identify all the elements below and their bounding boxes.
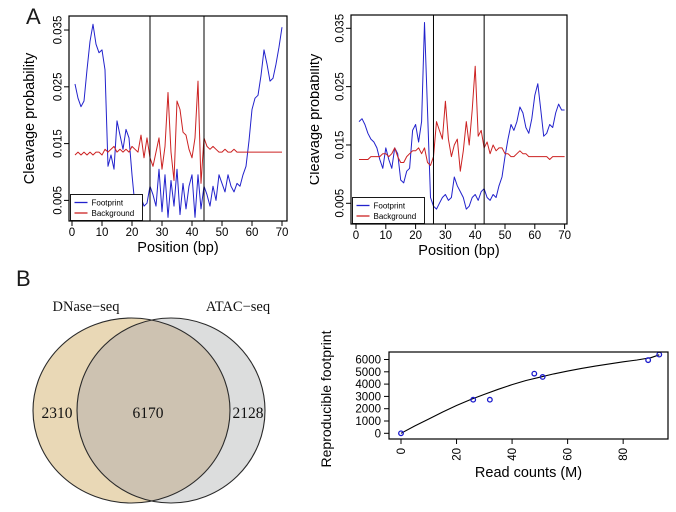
y-tick-label: 0.015 — [53, 129, 65, 158]
x-tick-label: 20 — [452, 448, 464, 461]
y-tick-label: 5000 — [355, 367, 381, 379]
x-axis-title: Position (bp) — [418, 243, 499, 259]
x-tick-label: 60 — [563, 448, 575, 461]
venn-left-label: DNase−seq — [53, 299, 120, 315]
panel-b-label: B — [16, 266, 31, 291]
plot-border — [68, 15, 288, 222]
y-tick-label: 3000 — [355, 391, 381, 403]
legend-label: Footprint — [92, 198, 124, 207]
venn-left-count: 2310 — [42, 405, 73, 422]
data-point — [531, 370, 538, 377]
series-line-background — [74, 80, 282, 184]
venn-diagram: DNase−seq ATAC−seq 2310 6170 2128 — [32, 299, 270, 504]
y-axis-title: Cleavage probability — [310, 53, 323, 185]
x-tick-label: 20 — [126, 227, 139, 239]
y-tick-label: 0.005 — [335, 189, 347, 218]
y-tick-label: 0.015 — [335, 131, 347, 160]
series-line-footprint — [74, 23, 283, 218]
x-tick-label: 40 — [469, 230, 482, 242]
y-tick-label: 6000 — [355, 355, 381, 367]
x-tick-label: 60 — [528, 230, 541, 242]
x-tick-label: 10 — [96, 227, 109, 239]
y-tick-label: 0.005 — [53, 186, 65, 215]
x-tick-label: 20 — [409, 230, 422, 242]
y-tick-label: 2000 — [355, 404, 381, 416]
y-tick-label: 0.025 — [53, 72, 65, 101]
legend-label: Footprint — [374, 201, 406, 210]
data-point — [486, 396, 493, 403]
y-tick-label: 0.035 — [53, 16, 65, 45]
data-point — [539, 374, 546, 380]
y-tick-label: 0.025 — [335, 72, 347, 101]
x-tick-label: 50 — [499, 230, 512, 242]
x-tick-label: 40 — [507, 448, 519, 461]
series-line-background — [359, 65, 565, 172]
data-point — [398, 430, 404, 437]
y-tick-label: 1000 — [355, 416, 381, 428]
venn-right-count: 2128 — [233, 405, 264, 422]
venn-left-outline — [32, 317, 231, 504]
x-tick-label: 80 — [618, 448, 630, 461]
x-tick-label: 70 — [276, 227, 289, 239]
x-tick-label: 40 — [186, 227, 199, 239]
y-tick-label: 0 — [375, 428, 381, 440]
plot-border — [350, 14, 568, 225]
plot-border — [388, 351, 669, 440]
y-tick-label: 0.035 — [335, 14, 347, 43]
legend-box — [70, 194, 143, 221]
data-point — [656, 351, 663, 358]
cleavage-probability-chart-left: 0 10 20 30 40 50 60 70 0.005 0.015 0.025 0.035 Footp… — [22, 15, 289, 256]
x-tick-label: 0 — [353, 230, 359, 242]
legend-label: Background — [92, 209, 135, 218]
legend-label: Background — [374, 212, 417, 221]
x-tick-label: 0 — [69, 227, 75, 239]
x-tick-label: 30 — [156, 227, 169, 239]
x-tick-label: 60 — [246, 227, 259, 239]
x-tick-label: 30 — [439, 230, 452, 242]
venn-intersection-count: 6170 — [133, 405, 164, 422]
x-tick-label: 70 — [558, 230, 571, 242]
x-tick-label: 0 — [396, 448, 408, 454]
data-point — [645, 357, 652, 364]
x-tick-label: 50 — [216, 227, 229, 239]
panel-a-label: A — [26, 4, 41, 29]
x-axis-title: Position (bp) — [137, 240, 218, 256]
venn-right-outline — [76, 317, 266, 504]
x-axis-title: Read counts (M) — [475, 465, 582, 481]
series-line-footprint — [358, 22, 565, 210]
legend-box — [352, 197, 425, 224]
data-point — [470, 396, 477, 403]
y-axis-title: Cleavage probability — [22, 52, 38, 184]
fit-curve — [400, 354, 660, 434]
cleavage-probability-chart-right: 0 10 20 30 40 50 60 70 0.005 0.015 0.025 0.035 Footp… — [310, 14, 571, 259]
y-axis-title: Reproducible footprints — [318, 330, 334, 467]
x-tick-label: 10 — [379, 230, 392, 242]
venn-right-label: ATAC−seq — [206, 299, 270, 315]
y-tick-label: 4000 — [355, 379, 381, 391]
